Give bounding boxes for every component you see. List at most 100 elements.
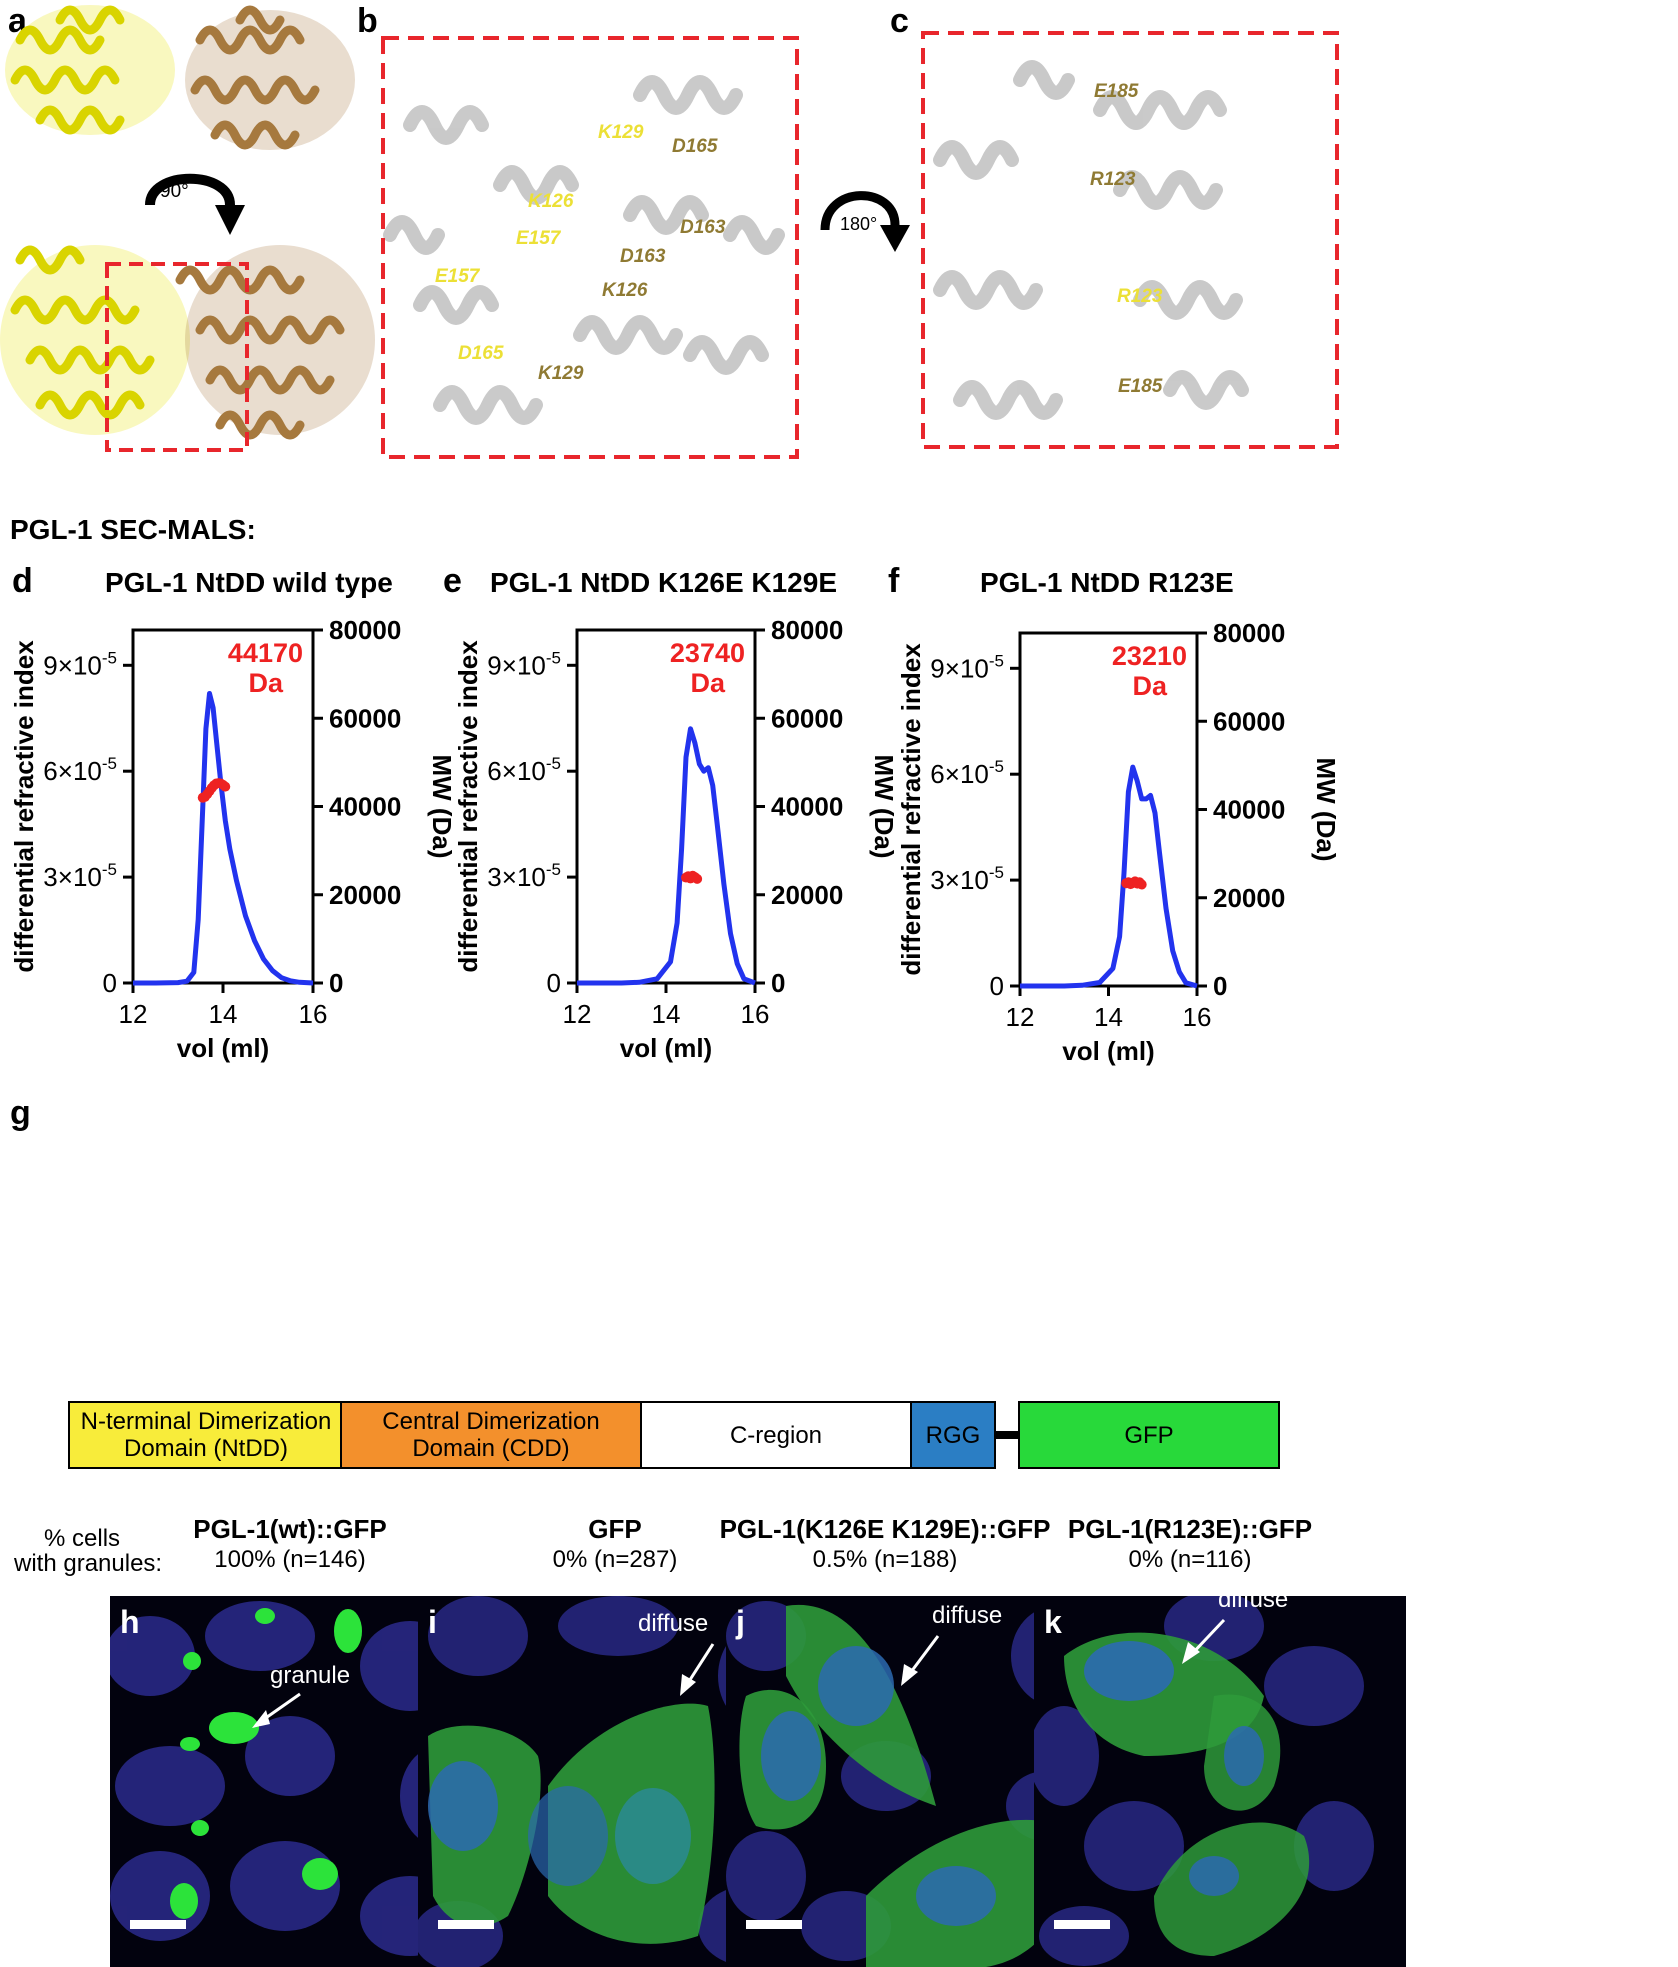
- y-tick-label: 9×10-5: [487, 648, 561, 680]
- residue-label: K126: [602, 280, 648, 301]
- y2-axis-label: MW (Da): [1311, 758, 1341, 862]
- rotation-arrow-90: [145, 173, 245, 235]
- chain-b-bottom: [175, 245, 375, 440]
- rotation-label-180: 180°: [840, 214, 877, 234]
- micrograph-k: k diffuse: [1034, 1596, 1406, 1967]
- series-line-dri: [133, 691, 314, 986]
- mw-annotation-value: 23740: [670, 638, 745, 668]
- y2-axis-label: MW (Da): [427, 755, 457, 859]
- residue-label: D165: [672, 136, 718, 157]
- residue-label: D165: [458, 343, 504, 364]
- y2-tick-label: 60000: [1213, 706, 1285, 736]
- arrow-label-diffuse: diffuse: [932, 1602, 1003, 1629]
- x-tick-label: 14: [652, 999, 681, 1029]
- mw-annotation-value: 44170: [228, 638, 303, 668]
- cells-header: % cells with granules:: [14, 1526, 162, 1576]
- condition-value: 0% (n=116): [1128, 1546, 1252, 1573]
- chart-title-d: PGL-1 NtDD wild type: [105, 567, 393, 598]
- y-tick-label: 9×10-5: [930, 651, 1004, 683]
- condition-value: 0.5% (n=188): [812, 1546, 958, 1573]
- y2-tick-label: 60000: [771, 703, 843, 733]
- interface-zoom-b: K129 D165 K126 E157 D163 E157 D163 K126 …: [381, 36, 799, 459]
- chart-title-e: PGL-1 NtDD K126E K129E: [490, 567, 838, 598]
- y-tick-label: 6×10-5: [43, 754, 117, 786]
- domain-label: C-region: [729, 1421, 823, 1449]
- series-line-dri: [577, 726, 756, 986]
- x-axis-label: vol (ml): [177, 1033, 269, 1063]
- scale-bar: [438, 1920, 494, 1929]
- chart-title-f: PGL-1 NtDD R123E: [980, 567, 1234, 598]
- x-axis-label: vol (ml): [1062, 1036, 1154, 1066]
- residue-label: K126: [528, 191, 574, 212]
- y2-axis-label: MW (Da): [869, 755, 899, 859]
- residue-label: K129: [538, 363, 584, 384]
- structure-overview: 90°: [0, 5, 375, 452]
- residue-label: K129: [598, 122, 644, 143]
- interface-zoom-c: E185 R123 R123 E185: [921, 31, 1339, 449]
- panel-label-c: c: [890, 2, 909, 40]
- micrograph-i: i diffuse: [418, 1596, 790, 1967]
- condition-value: 100% (n=146): [214, 1546, 366, 1573]
- y-tick-label: 3×10-5: [43, 860, 117, 892]
- panel-label-f: f: [888, 562, 900, 600]
- mw-annotation-unit: Da: [1132, 671, 1167, 701]
- x-axis-label: vol (ml): [620, 1033, 712, 1063]
- domain-label: N-terminal Dimerization Domain (NtDD): [80, 1408, 332, 1462]
- arrow-label-diffuse: diffuse: [1218, 1596, 1289, 1613]
- y2-tick-label: 0: [1213, 971, 1227, 1001]
- y-tick-label: 0: [547, 968, 561, 998]
- y-tick-label: 3×10-5: [930, 863, 1004, 895]
- scale-bar: [130, 1920, 186, 1929]
- y-tick-label: 6×10-5: [487, 754, 561, 786]
- arrow-icon: [252, 1692, 301, 1728]
- x-tick-label: 12: [1006, 1002, 1035, 1032]
- mw-point: [220, 781, 231, 792]
- domain-ntdd: N-terminal Dimerization Domain (NtDD): [68, 1401, 344, 1469]
- chain-a-bottom: [0, 245, 190, 435]
- x-tick-label: 14: [209, 999, 238, 1029]
- condition-name: GFP: [588, 1514, 642, 1544]
- y2-tick-label: 0: [771, 968, 785, 998]
- condition-name: PGL-1(wt)::GFP: [193, 1514, 387, 1544]
- panel-label-e: e: [443, 562, 462, 600]
- micrograph-label: i: [428, 1604, 437, 1640]
- condition-name: PGL-1(K126E K129E)::GFP: [719, 1514, 1051, 1544]
- domain-c-region: C-region: [640, 1401, 912, 1469]
- residue-label: D163: [680, 217, 726, 238]
- mw-annotation-unit: Da: [690, 668, 725, 698]
- residue-label: R123: [1090, 169, 1136, 190]
- domain-gfp: GFP: [1018, 1401, 1280, 1469]
- domain-label: RGG: [925, 1421, 981, 1449]
- micrograph-label: j: [736, 1604, 745, 1640]
- y2-tick-label: 80000: [1213, 618, 1285, 648]
- x-tick-label: 16: [299, 999, 328, 1029]
- arrow-icon: [1182, 1618, 1226, 1664]
- scale-bar: [746, 1920, 802, 1929]
- y2-tick-label: 20000: [1213, 883, 1285, 913]
- domain-label: Central Dimerization Domain (CDD): [382, 1408, 600, 1462]
- chain-b-top: [185, 5, 355, 150]
- x-tick-label: 12: [563, 999, 592, 1029]
- y2-tick-label: 40000: [329, 792, 401, 822]
- condition-value: 0% (n=287): [552, 1546, 678, 1573]
- y-tick-label: 9×10-5: [43, 648, 117, 680]
- y-tick-label: 3×10-5: [487, 860, 561, 892]
- y2-tick-label: 80000: [771, 615, 843, 645]
- y-tick-label: 0: [990, 971, 1004, 1001]
- y2-tick-label: 60000: [329, 703, 401, 733]
- y-tick-label: 6×10-5: [930, 757, 1004, 789]
- y2-tick-label: 80000: [329, 615, 401, 645]
- residue-label: E185: [1118, 376, 1163, 397]
- arrow-label-diffuse: diffuse: [638, 1610, 709, 1637]
- micrograph-label: h: [120, 1604, 140, 1640]
- sec-mals-charts: 12 14 16 0 3×10-5 6×10-5 9×10-5 0 20000 40000 6000…: [9, 615, 1341, 1066]
- mw-point: [1136, 879, 1147, 890]
- domain-rgg: RGG: [910, 1401, 996, 1469]
- y-axis-label: differential refractive index: [896, 643, 926, 976]
- arrow-icon: [901, 1635, 940, 1686]
- x-tick-label: 14: [1094, 1002, 1123, 1032]
- residue-label: D163: [620, 246, 666, 267]
- x-tick-label: 12: [119, 999, 148, 1029]
- zoom-box-c-border: [921, 31, 1339, 449]
- residue-label: E185: [1094, 81, 1139, 102]
